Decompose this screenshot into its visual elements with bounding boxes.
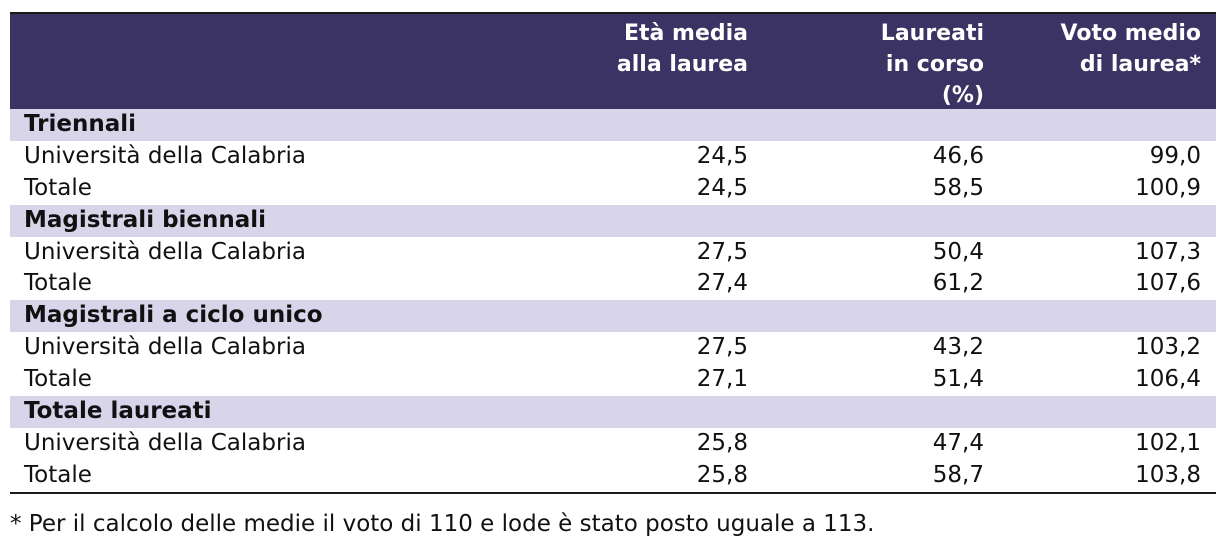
cell-eta: 24,5 <box>696 174 748 201</box>
cell-voto: 103,8 <box>1135 461 1201 488</box>
header-eta-media: Età media alla laurea <box>617 18 748 80</box>
section-row: Triennali <box>10 109 1216 141</box>
cell-incorso: 46,6 <box>932 142 984 169</box>
cell-eta: 25,8 <box>696 461 748 488</box>
row-label: Totale <box>24 270 92 297</box>
footnote: * Per il calcolo delle medie il voto di … <box>10 511 875 537</box>
header-voto-medio: Voto medio di laurea* <box>1061 18 1201 80</box>
section-title: Magistrali a ciclo unico <box>24 302 323 329</box>
header-voto-line2: di laurea* <box>1079 52 1201 77</box>
table-bottom-rule <box>10 491 1216 494</box>
section-row: Magistrali a ciclo unico <box>10 300 1216 333</box>
cell-eta: 27,5 <box>696 334 748 361</box>
cell-voto: 102,1 <box>1135 429 1201 456</box>
cell-incorso: 61,2 <box>932 270 984 297</box>
section-row: Totale laureati <box>10 396 1216 428</box>
cell-eta: 27,4 <box>696 270 748 297</box>
cell-voto: 106,4 <box>1135 366 1201 393</box>
header-incorso-line1: Laureati <box>880 21 984 46</box>
row-label: Università della Calabria <box>24 429 306 456</box>
header-eta-line2: alla laurea <box>616 52 748 77</box>
section-title: Magistrali biennali <box>24 206 267 233</box>
cell-eta: 24,5 <box>696 142 748 169</box>
row-label: Totale <box>24 366 92 393</box>
table-row: Totale 25,8 58,7 103,8 <box>10 460 1216 492</box>
cell-incorso: 43,2 <box>932 334 984 361</box>
cell-eta: 27,1 <box>696 366 748 393</box>
header-voto-line1: Voto medio <box>1060 21 1201 46</box>
cell-voto: 100,9 <box>1135 174 1201 201</box>
table-row: Totale 27,1 51,4 106,4 <box>10 364 1216 396</box>
row-label: Università della Calabria <box>24 238 306 265</box>
table-row: Università della Calabria 27,5 50,4 107,… <box>10 237 1216 269</box>
cell-voto: 107,6 <box>1135 270 1201 297</box>
table-row: Università della Calabria 25,8 47,4 102,… <box>10 428 1216 460</box>
table-row: Totale 24,5 58,5 100,9 <box>10 173 1216 205</box>
data-table: Età media alla laurea Laureati in corso … <box>10 12 1216 494</box>
cell-voto: 107,3 <box>1135 238 1201 265</box>
cell-incorso: 58,7 <box>932 461 984 488</box>
table-header: Età media alla laurea Laureati in corso … <box>10 12 1216 109</box>
section-title: Totale laureati <box>24 398 212 425</box>
cell-voto: 99,0 <box>1149 142 1201 169</box>
header-laureati-in-corso: Laureati in corso (%) <box>881 18 984 111</box>
header-incorso-line2: in corso <box>885 52 984 77</box>
cell-eta: 25,8 <box>696 429 748 456</box>
table-row: Università della Calabria 24,5 46,6 99,0 <box>10 141 1216 173</box>
row-label: Università della Calabria <box>24 142 306 169</box>
cell-incorso: 47,4 <box>932 429 984 456</box>
row-label: Totale <box>24 174 92 201</box>
table-row: Università della Calabria 27,5 43,2 103,… <box>10 332 1216 364</box>
section-row: Magistrali biennali <box>10 204 1216 237</box>
table-row: Totale 27,4 61,2 107,6 <box>10 268 1216 300</box>
section-title: Triennali <box>24 111 137 137</box>
cell-incorso: 58,5 <box>932 174 984 201</box>
cell-incorso: 50,4 <box>932 238 984 265</box>
header-eta-line1: Età media <box>623 21 748 46</box>
row-label: Università della Calabria <box>24 334 306 361</box>
cell-eta: 27,5 <box>696 238 748 265</box>
cell-voto: 103,2 <box>1135 334 1201 361</box>
row-label: Totale <box>24 461 92 488</box>
header-incorso-line3: (%) <box>941 83 984 108</box>
cell-incorso: 51,4 <box>932 366 984 393</box>
